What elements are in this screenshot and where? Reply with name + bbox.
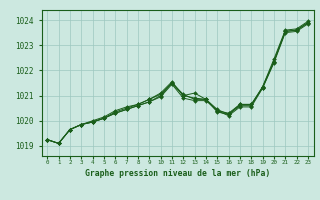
X-axis label: Graphe pression niveau de la mer (hPa): Graphe pression niveau de la mer (hPa)	[85, 169, 270, 178]
